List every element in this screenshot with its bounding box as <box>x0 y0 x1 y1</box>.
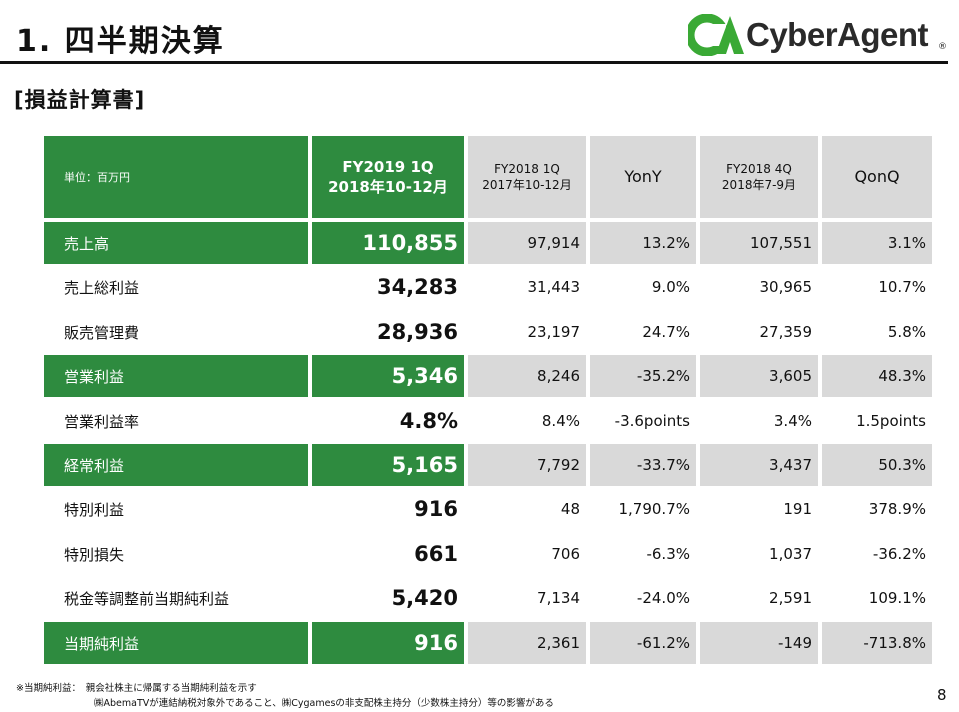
row-value-prev-q: 3,437 <box>700 444 818 486</box>
column-header-line1: FY2018 4Q <box>726 161 792 176</box>
row-label: 販売管理費 <box>44 311 308 353</box>
column-header-line2: 2018年7-9月 <box>721 178 797 192</box>
row-value-prev-year: 8,246 <box>468 355 586 397</box>
row-value-prev-q: 30,965 <box>700 266 818 308</box>
row-value-yony: -61.2% <box>590 622 696 664</box>
row-value-current: 110,855 <box>312 222 464 264</box>
row-value-qonq: -713.8% <box>822 622 932 664</box>
row-value-prev-year: 8.4% <box>468 400 586 442</box>
column-header-fy2018-4q: FY2018 4Q 2018年7-9月 <box>700 136 818 218</box>
cyberagent-logo: CyberAgent ® <box>688 12 950 60</box>
row-label: 営業利益率 <box>44 400 308 442</box>
row-value-prev-year: 23,197 <box>468 311 586 353</box>
row-value-yony: -6.3% <box>590 533 696 575</box>
page-number: 8 <box>937 686 947 704</box>
row-label: 売上総利益 <box>44 266 308 308</box>
row-value-prev-q: 107,551 <box>700 222 818 264</box>
row-value-yony: 9.0% <box>590 266 696 308</box>
page-title: 1. 四半期決算 <box>16 24 225 59</box>
row-label: 当期純利益 <box>44 622 308 664</box>
column-header-qonq: QonQ <box>822 136 932 218</box>
row-value-prev-q: 3,605 <box>700 355 818 397</box>
row-value-current: 4.8% <box>312 400 464 442</box>
row-value-yony: 24.7% <box>590 311 696 353</box>
row-value-qonq: -36.2% <box>822 533 932 575</box>
row-value-yony: 1,790.7% <box>590 488 696 530</box>
row-value-qonq: 109.1% <box>822 577 932 619</box>
section-subtitle: [損益計算書] <box>14 88 146 112</box>
row-value-prev-year: 48 <box>468 488 586 530</box>
row-value-prev-q: 191 <box>700 488 818 530</box>
row-label: 税金等調整前当期純利益 <box>44 577 308 619</box>
row-value-qonq: 378.9% <box>822 488 932 530</box>
row-value-qonq: 48.3% <box>822 355 932 397</box>
row-value-yony: -35.2% <box>590 355 696 397</box>
row-value-prev-year: 7,134 <box>468 577 586 619</box>
row-value-yony: -33.7% <box>590 444 696 486</box>
column-header-line1: YonY <box>624 167 662 187</box>
row-value-qonq: 5.8% <box>822 311 932 353</box>
logo-text: CyberAgent <box>746 16 929 53</box>
row-value-current: 916 <box>312 488 464 530</box>
row-label: 営業利益 <box>44 355 308 397</box>
footnote-line-2: ㈱AbemaTVが連結納税対象外であること、㈱Cygamesの非支配株主持分（少… <box>94 698 554 709</box>
row-value-prev-q: 27,359 <box>700 311 818 353</box>
row-value-prev-year: 706 <box>468 533 586 575</box>
row-value-prev-year: 2,361 <box>468 622 586 664</box>
row-label: 経常利益 <box>44 444 308 486</box>
row-value-prev-q: 1,037 <box>700 533 818 575</box>
row-value-prev-year: 97,914 <box>468 222 586 264</box>
row-value-prev-q: -149 <box>700 622 818 664</box>
row-value-current: 661 <box>312 533 464 575</box>
row-value-current: 5,165 <box>312 444 464 486</box>
row-label: 売上高 <box>44 222 308 264</box>
cyberagent-logo-icon <box>688 14 744 56</box>
title-divider <box>0 61 948 64</box>
row-value-current: 34,283 <box>312 266 464 308</box>
column-header-fy2018-1q: FY2018 1Q 2017年10-12月 <box>468 136 586 218</box>
row-value-prev-year: 31,443 <box>468 266 586 308</box>
row-label: 特別損失 <box>44 533 308 575</box>
row-value-current: 28,936 <box>312 311 464 353</box>
row-value-yony: 13.2% <box>590 222 696 264</box>
column-header-line2: 2017年10-12月 <box>482 178 572 192</box>
footnote-line-1: ※当期純利益： 親会社株主に帰属する当期純利益を示す <box>16 683 257 694</box>
column-header-line2: 2018年10-12月 <box>328 178 448 196</box>
row-value-qonq: 3.1% <box>822 222 932 264</box>
column-header-line1: FY2019 1Q <box>342 157 434 176</box>
income-statement-table: 単位：百万円 FY2019 1Q 2018年10-12月 FY2018 1Q 2017年… <box>44 136 932 664</box>
column-header-fy2019-1q: FY2019 1Q 2018年10-12月 <box>312 136 464 218</box>
footnote: ※当期純利益： 親会社株主に帰属する当期純利益を示す ㈱AbemaTVが連結納税… <box>16 681 554 711</box>
unit-label-header: 単位：百万円 <box>44 136 308 218</box>
row-value-qonq: 50.3% <box>822 444 932 486</box>
row-value-current: 5,420 <box>312 577 464 619</box>
row-value-qonq: 10.7% <box>822 266 932 308</box>
row-value-qonq: 1.5points <box>822 400 932 442</box>
row-value-current: 5,346 <box>312 355 464 397</box>
row-label: 特別利益 <box>44 488 308 530</box>
row-value-prev-q: 3.4% <box>700 400 818 442</box>
column-header-line1: QonQ <box>854 167 900 187</box>
row-value-yony: -3.6points <box>590 400 696 442</box>
column-header-line1: FY2018 1Q <box>494 161 560 176</box>
row-value-prev-q: 2,591 <box>700 577 818 619</box>
logo-registered: ® <box>938 42 947 52</box>
row-value-yony: -24.0% <box>590 577 696 619</box>
column-header-yony: YonY <box>590 136 696 218</box>
row-value-current: 916 <box>312 622 464 664</box>
row-value-prev-year: 7,792 <box>468 444 586 486</box>
